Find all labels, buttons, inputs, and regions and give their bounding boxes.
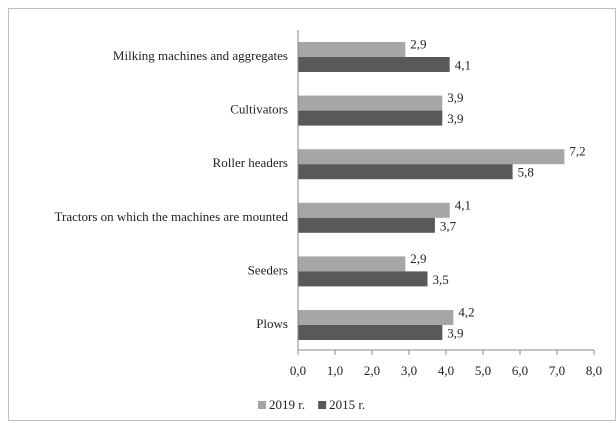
y-tick-label: Seeders xyxy=(248,262,288,277)
bar xyxy=(298,310,454,325)
bar xyxy=(298,217,435,233)
value-label: 4,1 xyxy=(455,197,471,212)
value-label: 4,1 xyxy=(455,57,471,72)
bar xyxy=(298,271,428,287)
value-label: 4,2 xyxy=(458,304,474,319)
y-tick-label: Plows xyxy=(256,316,288,331)
y-tick-label: Milking machines and aggregates xyxy=(113,48,288,63)
value-label: 3,9 xyxy=(447,90,463,105)
bar xyxy=(298,95,443,111)
x-tick-label: 8,0 xyxy=(586,363,602,378)
value-label: 3,5 xyxy=(433,272,449,287)
y-tick-label: Cultivators xyxy=(230,102,288,117)
bar xyxy=(298,42,406,57)
x-tick-label: 4,0 xyxy=(438,363,454,378)
bar xyxy=(298,325,443,340)
value-label: 3,9 xyxy=(447,325,463,340)
x-tick-label: 5,0 xyxy=(475,363,491,378)
y-tick-label: Tractors on which the machines are mount… xyxy=(55,209,289,224)
value-label: 5,8 xyxy=(518,165,534,180)
x-tick-label: 1,0 xyxy=(327,363,343,378)
x-tick-label: 6,0 xyxy=(512,363,528,378)
x-tick-label: 7,0 xyxy=(549,363,565,378)
legend-swatch xyxy=(258,401,266,409)
x-tick-label: 0,0 xyxy=(290,363,306,378)
legend-label: 2019 r. xyxy=(269,397,305,412)
bar xyxy=(298,202,450,218)
bar xyxy=(298,110,443,126)
value-label: 7,2 xyxy=(569,144,585,159)
legend-swatch xyxy=(318,401,327,409)
x-tick-label: 2,0 xyxy=(364,363,380,378)
bar xyxy=(298,256,406,272)
value-label: 3,7 xyxy=(440,218,457,233)
legend-label: 2015 r. xyxy=(329,397,365,412)
bar xyxy=(298,57,450,72)
value-label: 2,9 xyxy=(410,36,426,51)
value-label: 3,9 xyxy=(447,111,463,126)
value-label: 2,9 xyxy=(410,251,426,266)
y-tick-label: Roller headers xyxy=(213,155,288,170)
bar xyxy=(298,149,565,165)
x-tick-label: 3,0 xyxy=(401,363,417,378)
bar xyxy=(298,164,513,180)
